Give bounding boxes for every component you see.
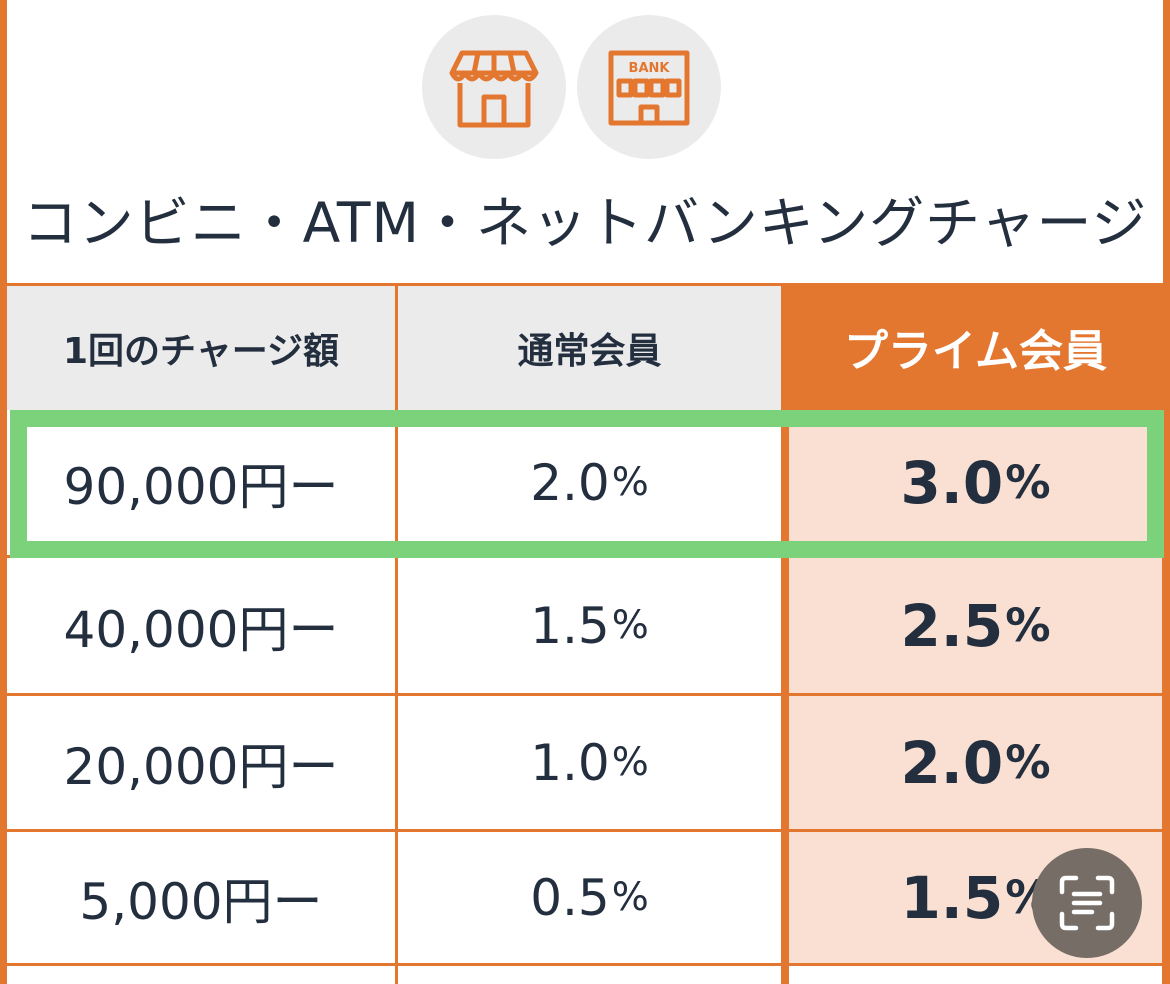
percent-sign: %: [611, 740, 649, 785]
row-4-regular-rate: 0.5%: [398, 832, 781, 963]
row-3-regular-rate: 1.0%: [398, 696, 781, 829]
charge-rate-table: 1回のチャージ額 通常会員 プライム会員 90,000円ー 2.0% 3.0% …: [0, 283, 1170, 984]
row-1-amount: 90,000円ー: [7, 410, 395, 555]
column-divider: [395, 283, 398, 984]
percent-sign: %: [611, 603, 649, 648]
row-divider: [0, 963, 1170, 966]
row-divider: [0, 693, 1170, 696]
left-border: [0, 0, 7, 984]
row-1-regular-rate: 2.0%: [398, 410, 781, 555]
row-4-regular-value: 0.5: [530, 868, 610, 927]
header-regular-member: 通常会員: [398, 286, 781, 410]
row-3-regular-value: 1.0: [530, 733, 610, 792]
percent-sign: %: [611, 875, 649, 920]
row-2-prime-rate: 2.5%: [789, 558, 1162, 693]
highlight-box: [10, 410, 1164, 558]
header-charge-amount: 1回のチャージ額: [7, 286, 395, 410]
row-2-regular-value: 1.5: [530, 596, 610, 655]
row-1-prime-value: 3.0: [900, 448, 1004, 517]
scan-text-icon: [1059, 875, 1115, 931]
percent-sign: %: [1005, 599, 1051, 652]
header-prime-member: プライム会員: [781, 283, 1170, 410]
prime-column-frame: [781, 283, 1170, 984]
row-4-amount: 5,000円ー: [7, 832, 395, 963]
percent-sign: %: [611, 460, 649, 505]
table-top-line: [0, 283, 1170, 286]
row-1-prime-rate: 3.0%: [789, 410, 1162, 555]
row-2-prime-value: 2.5: [900, 591, 1004, 660]
row-4-prime-value: 1.5: [900, 863, 1004, 932]
row-3-prime-value: 2.0: [900, 728, 1004, 797]
percent-sign: %: [1005, 456, 1051, 509]
row-3-prime-rate: 2.0%: [789, 696, 1162, 829]
section-title: コンビニ・ATM・ネットバンキングチャージ: [22, 191, 1148, 255]
row-1-regular-value: 2.0: [530, 453, 610, 512]
percent-sign: %: [1005, 736, 1051, 789]
row-3-amount: 20,000円ー: [7, 696, 395, 829]
store-icon: [422, 15, 566, 159]
bank-label: BANK: [629, 61, 671, 76]
row-2-regular-rate: 1.5%: [398, 558, 781, 693]
scan-text-button[interactable]: [1032, 848, 1142, 958]
row-divider: [0, 829, 1170, 832]
row-2-amount: 40,000円ー: [7, 558, 395, 693]
bank-icon: BANK: [577, 15, 721, 159]
